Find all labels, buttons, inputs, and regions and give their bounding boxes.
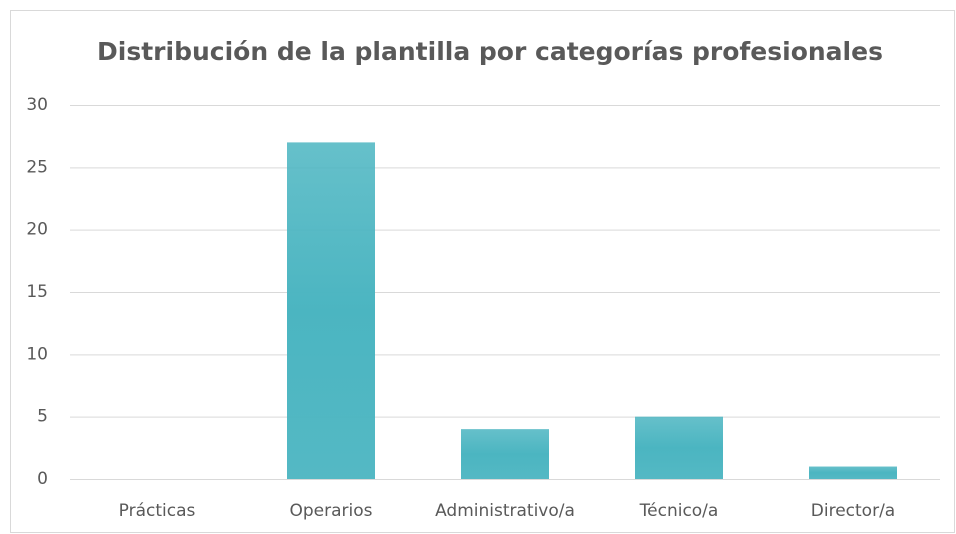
bar — [461, 429, 549, 479]
x-tick-label: Administrativo/a — [435, 501, 575, 521]
y-tick-label: 20 — [26, 220, 48, 240]
bar — [635, 416, 723, 479]
y-tick-label: 15 — [26, 282, 48, 302]
y-tick-label: 10 — [26, 344, 48, 364]
chart-title: Distribución de la plantilla por categor… — [97, 37, 883, 66]
x-tick-label: Director/a — [811, 501, 895, 521]
x-tick-label: Técnico/a — [639, 501, 719, 521]
x-tick-label: Operarios — [289, 501, 372, 521]
y-tick-label: 25 — [26, 157, 48, 177]
bar — [287, 142, 375, 479]
y-tick-label: 5 — [37, 407, 48, 427]
y-tick-label: 30 — [26, 95, 48, 115]
bar — [809, 466, 897, 479]
y-tick-label: 0 — [37, 469, 48, 489]
x-tick-label: Prácticas — [119, 501, 196, 521]
